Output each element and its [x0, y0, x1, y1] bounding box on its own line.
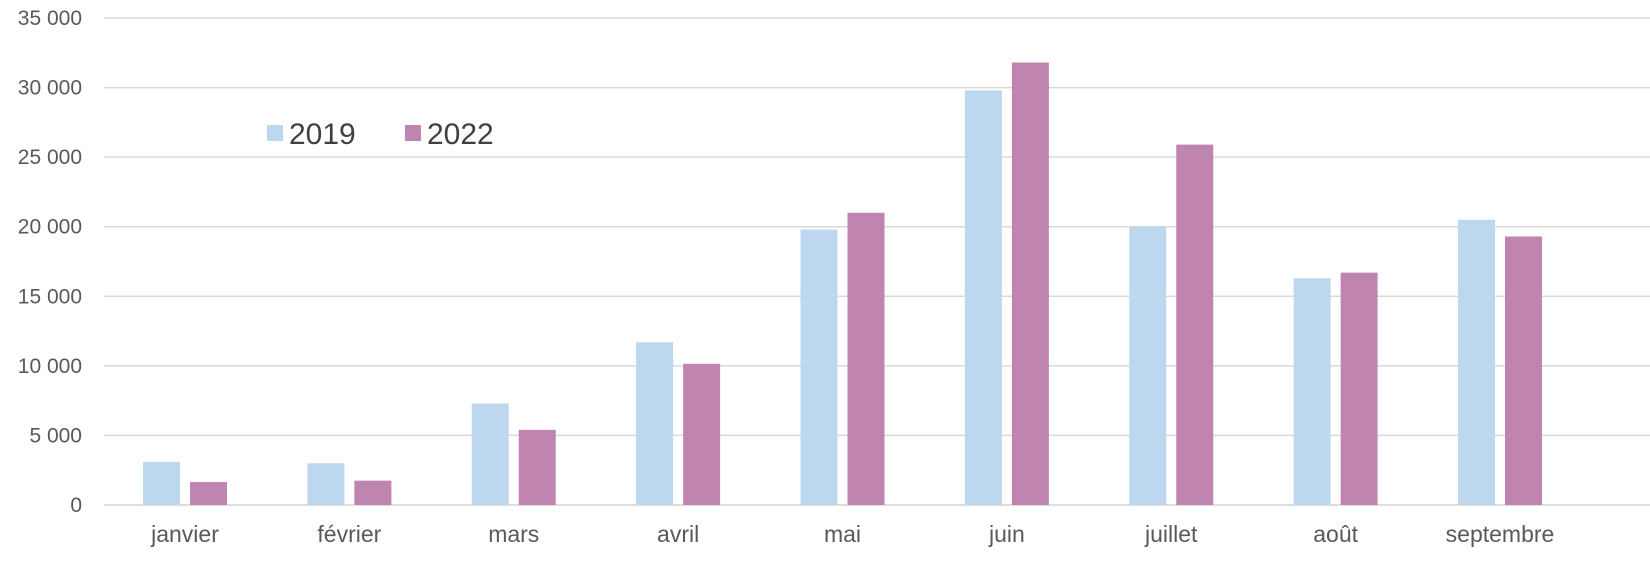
legend-swatch-2019: [267, 125, 283, 141]
bar-2019-septembre: [1458, 219, 1495, 505]
bars: [143, 62, 1542, 506]
bar-2019-février: [307, 463, 345, 505]
legend-label-2019: 2019: [289, 118, 356, 151]
y-tick-label: 15 000: [18, 285, 82, 308]
bar-2019-mars: [471, 403, 509, 505]
x-category-label: juillet: [1144, 521, 1198, 547]
x-category-label: février: [317, 521, 381, 547]
x-category-label: août: [1313, 521, 1358, 547]
x-category-label: mai: [824, 521, 861, 547]
legend-swatch-2022: [405, 125, 421, 141]
bar-2022-février: [354, 480, 392, 505]
y-tick-label: 35 000: [18, 7, 82, 30]
bar-2022-mars: [518, 429, 556, 505]
y-tick-label: 30 000: [18, 77, 82, 100]
x-category-label: mars: [488, 521, 539, 547]
x-axis-category-labels: janvier février mars avril mai juin juillet aoû…: [150, 521, 1554, 547]
x-category-label: avril: [657, 521, 699, 547]
x-category-label: septembre: [1446, 521, 1555, 547]
bar-2022-septembre: [1505, 236, 1542, 505]
bar-2019-juillet: [1129, 226, 1167, 505]
x-category-label: juin: [988, 521, 1025, 547]
bar-2022-janvier: [190, 482, 227, 505]
bar-2022-juin: [1011, 62, 1049, 505]
bar-2022-avril: [683, 363, 721, 505]
bar-2019-août: [1293, 278, 1331, 505]
bar-2019-juin: [964, 90, 1002, 506]
bar-2022-mai: [847, 212, 885, 506]
y-tick-label: 20 000: [18, 216, 82, 239]
y-tick-label: 5 000: [29, 424, 82, 447]
y-axis-tick-labels: 0 5 000 10 000 15 000 20 000 25 000 30 000 35 0…: [18, 7, 82, 517]
bar-2019-avril: [636, 342, 674, 505]
x-category-label: janvier: [150, 521, 219, 547]
legend-label-2022: 2022: [427, 118, 494, 151]
y-tick-label: 25 000: [18, 146, 82, 169]
y-tick-label: 10 000: [18, 355, 82, 378]
bar-2022-juillet: [1176, 144, 1214, 505]
bar-2022-août: [1340, 272, 1378, 505]
y-tick-label: 0: [70, 494, 82, 517]
legend: 2019 2022: [267, 118, 494, 151]
bar-2019-mai: [800, 229, 838, 506]
bar-2019-janvier: [143, 461, 180, 505]
